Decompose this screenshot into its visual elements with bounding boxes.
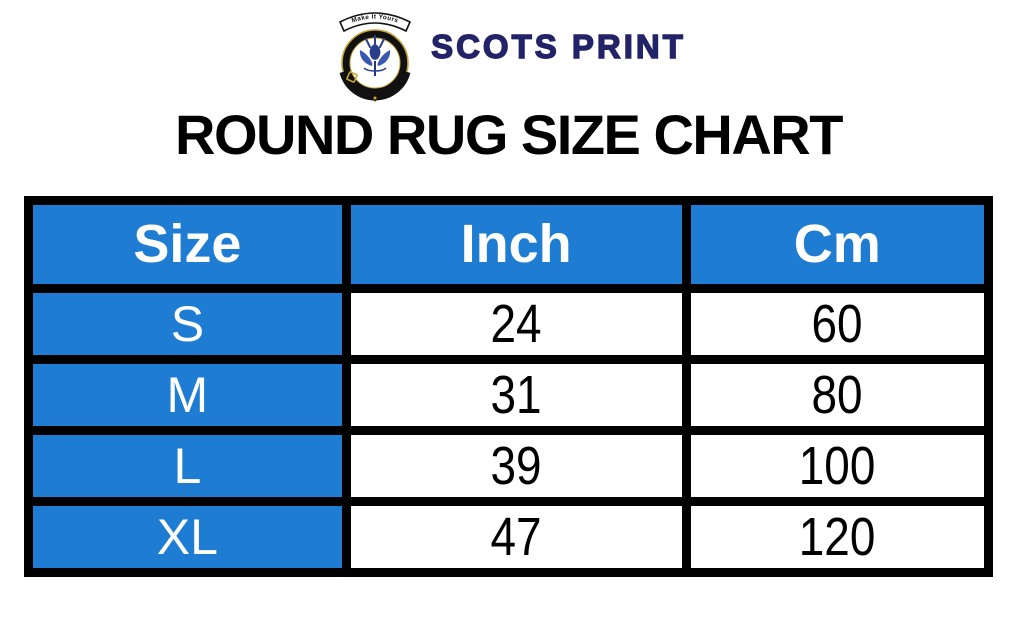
svg-text:Make It Yours: Make It Yours (351, 13, 399, 24)
crest-belt (339, 70, 411, 102)
column-header-size: Size (24, 195, 351, 293)
size-cell: M (24, 354, 351, 435)
table-row-s: S 24 60 (24, 283, 994, 364)
brand-name: SCOTS PRINT (430, 27, 686, 65)
cm-value: 80 (811, 364, 863, 425)
cm-cell: 80 (681, 354, 994, 435)
brand-logo: Make It Yours SCOTS PRINT (0, 0, 1017, 102)
cm-value: 120 (798, 506, 876, 567)
inch-value: 47 (490, 506, 542, 567)
thistle-crest-icon: Make It Yours (339, 12, 412, 102)
table-row-m: M 31 80 (24, 354, 994, 435)
crest-motto-text: Make It Yours (351, 13, 399, 24)
cm-cell: 60 (681, 283, 994, 364)
size-cell: L (24, 425, 351, 506)
cm-value: 100 (798, 435, 876, 496)
thistle-illustration (359, 35, 391, 76)
inch-cell: 39 (341, 425, 691, 506)
cm-cell: 100 (681, 425, 994, 506)
inch-cell: 24 (341, 283, 691, 364)
column-header-inch: Inch (341, 195, 691, 293)
size-cell: S (24, 283, 351, 364)
size-cell: XL (24, 496, 351, 577)
inch-cell: 47 (341, 496, 691, 577)
inch-value: 31 (490, 364, 542, 425)
crest-ribbon (339, 12, 412, 33)
table-row-l: L 39 100 (24, 425, 994, 506)
table-row-xl: XL 47 120 (24, 496, 994, 577)
inch-value: 24 (490, 293, 542, 354)
inch-value: 39 (490, 435, 542, 496)
page-title: ROUND RUG SIZE CHART (175, 103, 843, 166)
cm-value: 60 (811, 293, 863, 354)
column-header-cm: Cm (681, 195, 994, 293)
cm-cell: 120 (681, 496, 994, 577)
header-row: Size Inch Cm (24, 195, 994, 293)
size-chart-table: Size Inch Cm S 24 60 M 31 80 L 39 100 (24, 195, 994, 577)
inch-cell: 31 (341, 354, 691, 435)
